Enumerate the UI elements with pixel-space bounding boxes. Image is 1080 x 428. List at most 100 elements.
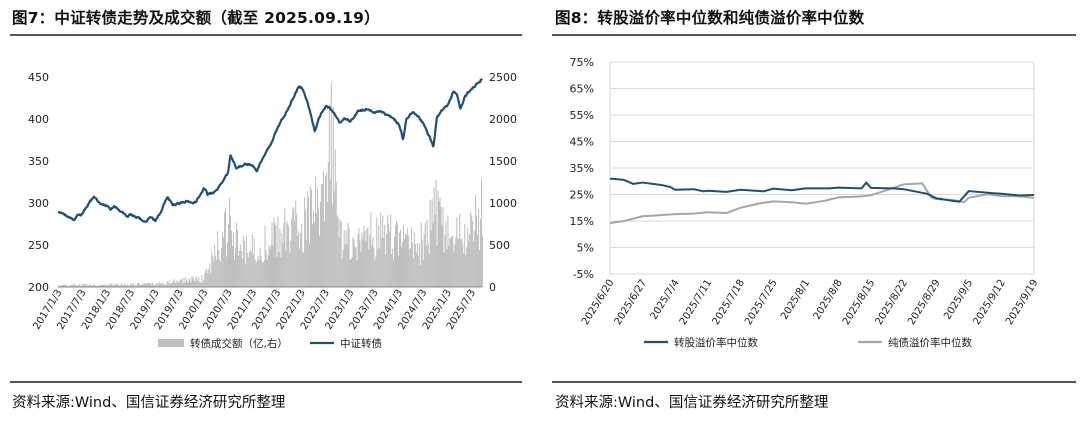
- volume-bar: [478, 208, 480, 287]
- volume-bar: [229, 215, 232, 287]
- volume-bar: [230, 230, 233, 287]
- volume-bar: [198, 277, 200, 287]
- volume-bar: [100, 285, 102, 287]
- volume-bar: [201, 275, 203, 287]
- volume-bar: [289, 253, 291, 287]
- volume-bar: [399, 229, 402, 287]
- volume-bar: [353, 239, 355, 287]
- volume-bar: [455, 237, 457, 287]
- volume-bar: [231, 245, 233, 287]
- figure-7-panel: 图7：中证转债走势及成交额（截至 2025.09.19） 200 250 300 35…: [0, 0, 522, 428]
- volume-bar: [73, 284, 75, 287]
- volume-bar: [346, 244, 348, 287]
- volume-bar: [93, 284, 95, 287]
- volume-bar: [213, 261, 215, 287]
- y-right-tick-label: 1000: [489, 197, 517, 210]
- volume-bar: [103, 285, 105, 287]
- volume-bar: [405, 234, 407, 287]
- volume-bar: [385, 254, 387, 287]
- volume-bar: [312, 224, 314, 287]
- volume-bar: [287, 223, 289, 287]
- volume-bar: [223, 237, 225, 287]
- volume-bar: [392, 249, 394, 287]
- volume-bar: [386, 233, 388, 287]
- volume-bar: [389, 231, 391, 287]
- volume-bar: [260, 255, 262, 287]
- volume-bar: [456, 217, 458, 287]
- volume-bar: [166, 280, 168, 287]
- x-tick-label: 2025/8/1: [779, 278, 812, 322]
- volume-bar: [147, 283, 149, 287]
- volume-bar: [179, 279, 181, 287]
- volume-bar: [197, 281, 199, 287]
- volume-bar: [291, 217, 293, 287]
- volume-bar: [69, 285, 71, 287]
- volume-bar: [83, 284, 85, 287]
- volume-bar: [440, 206, 442, 287]
- volume-bar: [356, 260, 358, 287]
- x-tick-label: 2025/9/12: [971, 278, 1008, 327]
- y-left-tick-label: 300: [28, 197, 49, 210]
- figure-7-source: 资料来源:Wind、国信证券经济研究所整理: [12, 395, 286, 411]
- volume-bar: [301, 223, 303, 287]
- volume-bar: [400, 246, 403, 287]
- volume-bar: [388, 224, 390, 287]
- volume-bar: [123, 285, 125, 287]
- volume-bar: [208, 269, 210, 287]
- volume-bar: [445, 221, 447, 287]
- volume-bar: [480, 218, 482, 287]
- volume-bar: [146, 283, 148, 287]
- volume-bar: [266, 259, 268, 287]
- volume-bar: [453, 251, 455, 287]
- volume-bar: [188, 278, 190, 287]
- volume-bar: [314, 176, 317, 287]
- volume-bar: [359, 239, 361, 287]
- volume-bar: [278, 252, 280, 287]
- volume-bar: [402, 225, 404, 287]
- volume-bar: [135, 284, 137, 287]
- volume-bar: [233, 259, 235, 287]
- volume-bar: [139, 283, 141, 287]
- volume-bar: [87, 285, 89, 287]
- y-left-tick-label: 200: [28, 281, 49, 294]
- y-tick-label: 75%: [570, 56, 594, 69]
- volume-bar: [161, 284, 163, 287]
- volume-bar: [259, 247, 261, 287]
- figure-8-bottom-rule: [552, 381, 1076, 383]
- volume-bar: [408, 249, 410, 287]
- volume-bar: [273, 217, 275, 287]
- volume-bar: [169, 284, 171, 287]
- volume-bar: [298, 231, 300, 287]
- figure-8-source: 资料来源:Wind、国信证券经济研究所整理: [555, 395, 829, 411]
- volume-bar: [261, 262, 263, 287]
- volume-bar: [152, 284, 154, 287]
- legend: 转股溢价率中位数 纯债溢价率中位数: [644, 336, 972, 349]
- volume-bar: [177, 281, 179, 287]
- legend-swatch-volume: [158, 339, 184, 347]
- volume-bar: [465, 254, 467, 287]
- volume-bar: [316, 187, 318, 287]
- volume-bar: [200, 282, 202, 287]
- y-right-tick-label: 0: [489, 281, 496, 294]
- volume-bar: [398, 232, 401, 287]
- volume-bar: [150, 284, 152, 287]
- volume-bar: [162, 282, 164, 287]
- volume-bar: [224, 212, 226, 287]
- volume-bar: [416, 242, 418, 287]
- volume-bar: [397, 223, 399, 287]
- volume-bar: [361, 232, 363, 287]
- volume-bar: [277, 215, 279, 287]
- volume-bar: [240, 250, 242, 287]
- volume-bar: [222, 232, 224, 287]
- volume-bar: [202, 282, 204, 287]
- volume-bar: [99, 284, 101, 287]
- volume-bar: [275, 225, 277, 287]
- volume-bar: [243, 240, 245, 287]
- volume-bar: [84, 284, 86, 287]
- volume-bar: [403, 239, 405, 287]
- x-tick-label: 2025/8/8: [812, 278, 845, 322]
- volume-bar: [77, 285, 79, 287]
- volume-bar: [404, 233, 406, 287]
- x-tick-label: 2025/8/22: [874, 278, 911, 327]
- volume-bar: [199, 282, 201, 287]
